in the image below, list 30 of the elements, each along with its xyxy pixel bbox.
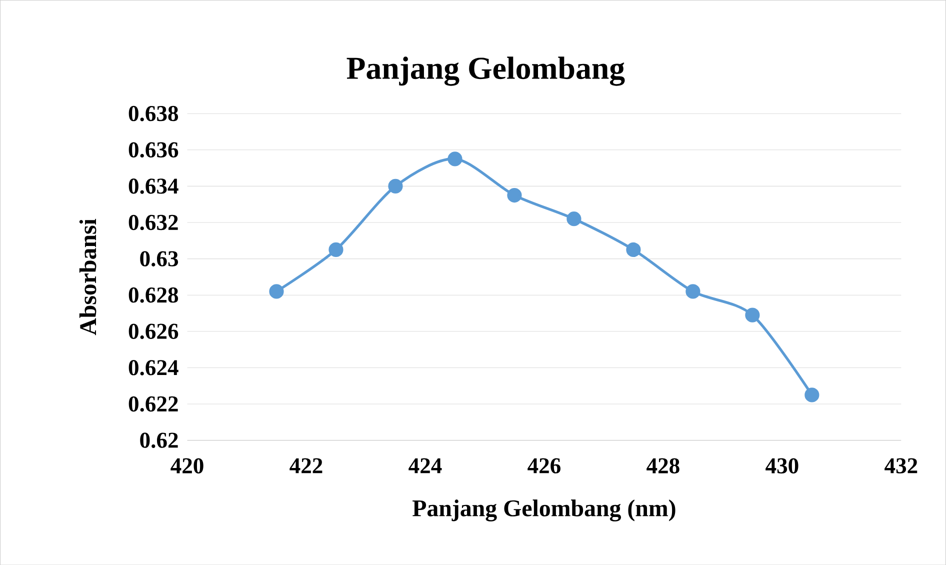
y-tick-label: 0.636 [128, 142, 178, 158]
point [566, 211, 582, 226]
y-tick-label: 0.628 [128, 287, 178, 303]
x-tick-label: 420 [170, 458, 204, 474]
x-axis-title: Panjang Gelombang (nm) [412, 499, 676, 522]
y-tick-label: 0.632 [128, 214, 178, 230]
point [328, 242, 344, 257]
y-tick-label: 0.638 [128, 106, 178, 122]
x-tick-label: 426 [528, 458, 560, 474]
point [388, 178, 403, 194]
y-tick-label: 0.634 [128, 178, 178, 194]
y-tick-label: 0.62 [140, 432, 178, 448]
point [804, 388, 820, 402]
x-tick-label: 432 [884, 458, 918, 474]
point [448, 152, 462, 166]
y-tick-label: 0.626 [128, 324, 178, 339]
x-tick-label: 424 [408, 458, 442, 474]
x-tick-label: 422 [290, 458, 322, 474]
y-axis-title: Absorbansi [79, 218, 96, 336]
y-tick-label: 0.624 [128, 360, 178, 376]
x-tick-label: 430 [766, 458, 798, 474]
point [507, 188, 522, 202]
chart-title: Panjang Gelombang [346, 56, 625, 86]
y-tick-label: 0.63 [140, 251, 178, 266]
x-tick-label: 428 [646, 458, 680, 474]
point [626, 242, 641, 257]
point [269, 284, 284, 299]
y-tick-label: 0.622 [128, 396, 178, 412]
point [686, 284, 700, 299]
point [745, 308, 760, 322]
